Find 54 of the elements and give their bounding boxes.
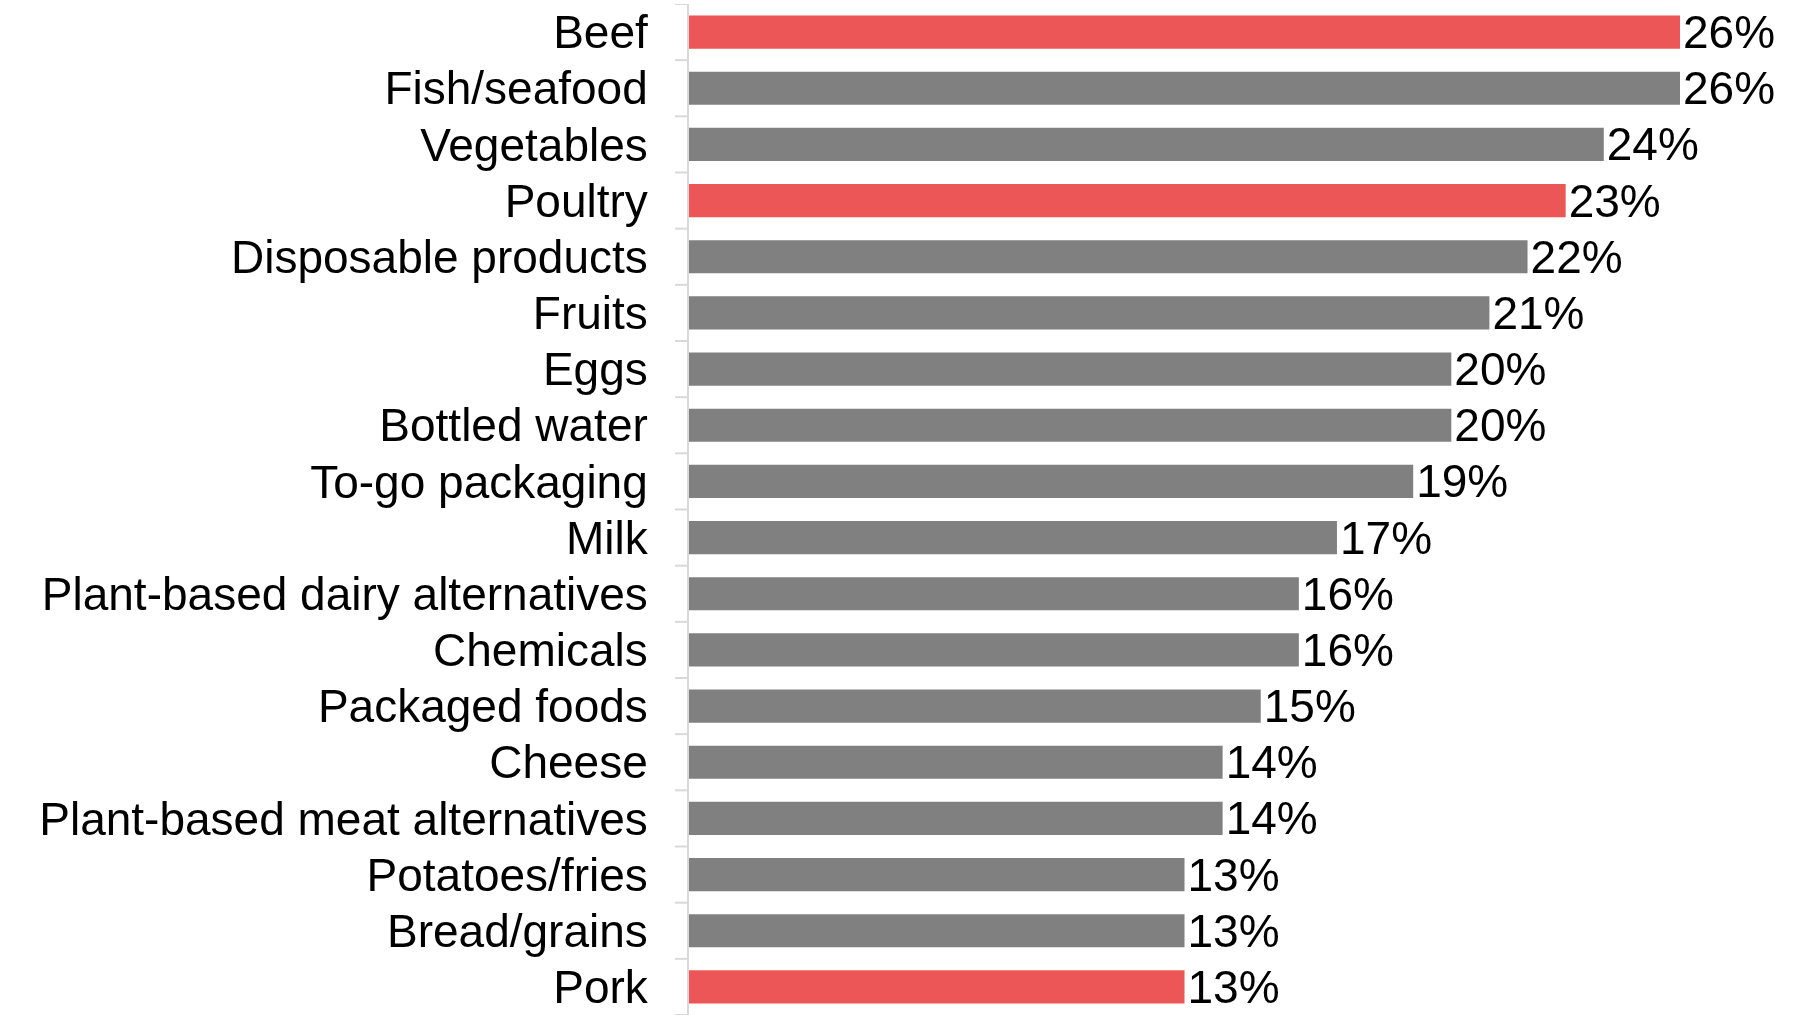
y-tick-label: Packaged foods (317, 680, 648, 733)
bar (689, 296, 1490, 330)
data-label: 26% (1683, 62, 1776, 115)
bar (689, 408, 1452, 442)
data-label: 26% (1683, 6, 1776, 59)
data-label: 17% (1339, 511, 1433, 564)
bar (689, 689, 1261, 723)
bar (689, 352, 1452, 386)
bar (689, 801, 1223, 835)
y-tick-label: Eggs (542, 343, 648, 396)
y-tick-label: Disposable products (231, 230, 648, 283)
data-label: 20% (1454, 399, 1547, 452)
data-label: 23% (1568, 174, 1661, 227)
bar (689, 240, 1528, 274)
bar (689, 577, 1299, 611)
bar (689, 914, 1185, 948)
bar (689, 970, 1185, 1004)
data-label: 14% (1225, 736, 1318, 789)
data-label: 14% (1225, 792, 1318, 845)
y-tick-label: Plant-based dairy alternatives (41, 567, 648, 620)
y-tick-label: To-go packaging (310, 455, 648, 508)
data-label: 13% (1187, 848, 1280, 901)
y-tick-label: Vegetables (420, 118, 648, 171)
bar (689, 464, 1414, 498)
bar (689, 127, 1604, 161)
bar (689, 184, 1566, 218)
y-tick-label: Bottled water (379, 399, 648, 452)
y-tick-label: Fruits (532, 287, 648, 340)
y-tick-label: Cheese (489, 736, 648, 789)
bar (689, 858, 1185, 892)
y-tick-label: Chemicals (433, 624, 648, 677)
data-label: 16% (1301, 623, 1394, 676)
y-tick-label: Pork (553, 961, 649, 1014)
y-tick-label: Potatoes/fries (366, 848, 648, 901)
bar (689, 633, 1299, 667)
data-label: 24% (1606, 118, 1699, 171)
data-label: 19% (1416, 455, 1509, 508)
bar (689, 521, 1337, 555)
data-label: 16% (1301, 567, 1394, 620)
y-tick-label: Bread/grains (386, 904, 648, 957)
y-tick-label: Plant-based meat alternatives (39, 792, 648, 845)
bar (689, 745, 1223, 779)
y-tick-label: Fish/seafood (384, 62, 648, 115)
data-label: 21% (1492, 286, 1585, 339)
y-tick-label: Beef (553, 6, 649, 59)
y-tick-label: Poultry (504, 174, 648, 227)
data-label: 22% (1530, 230, 1623, 283)
data-label: 13% (1187, 960, 1280, 1013)
data-label: 15% (1263, 680, 1356, 733)
y-tick-label: Milk (566, 511, 649, 564)
data-label: 13% (1187, 904, 1280, 957)
data-label: 20% (1454, 343, 1547, 396)
bar (689, 15, 1680, 49)
bar (689, 71, 1680, 105)
